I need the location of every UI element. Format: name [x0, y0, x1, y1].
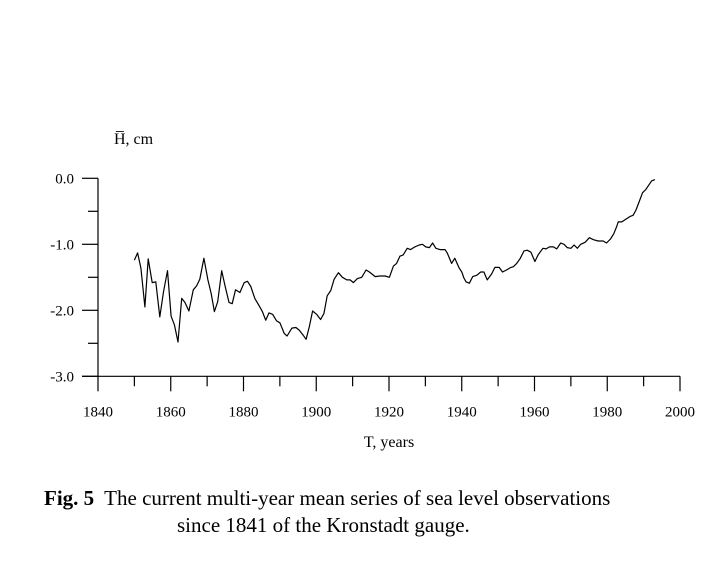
x-tick-label: 1920 [374, 404, 404, 420]
x-tick-label: 1980 [592, 404, 622, 420]
y-tick-label: -2.0 [50, 303, 74, 319]
x-axis-title: T, years [364, 434, 414, 451]
y-ticks: 0.0 -1.0 -2.0 -3.0 [50, 171, 98, 385]
x-tick-label: 1880 [229, 404, 259, 420]
figure-caption-line-2: since 1841 of the Kronstadt gauge. [177, 512, 470, 539]
x-tick-label: 1940 [447, 404, 477, 420]
figure-label: Fig. 5 [44, 486, 95, 510]
chart: H̅, cm 0.0-1.0-2.0-3.0 1840 1860 1880 1900 1… [50, 130, 695, 451]
x-tick-label: 1960 [520, 404, 550, 420]
y-tick-label: -1.0 [50, 237, 74, 253]
x-tick-label: 1840 [83, 404, 113, 420]
series-line-sea-level [133, 179, 656, 343]
figure-caption-line-1: Fig. 5 The current multi-year mean series… [44, 485, 610, 512]
x-tick-label: 1860 [156, 404, 186, 420]
x-tick-label: 2000 [665, 404, 695, 420]
caption-text-1: The current multi-year mean series of se… [104, 486, 611, 510]
caption-text-2: since 1841 of the Kronstadt gauge. [177, 513, 470, 537]
y-tick-label: 0.0 [55, 171, 74, 187]
x-tick-label: 1900 [301, 404, 331, 420]
x-ticks: 1840 1860 1880 1900 1920 1940 1960 1980 2000 [83, 376, 695, 420]
y-axis-title: H̅, cm [114, 130, 154, 148]
y-tick-label: -3.0 [50, 369, 74, 385]
